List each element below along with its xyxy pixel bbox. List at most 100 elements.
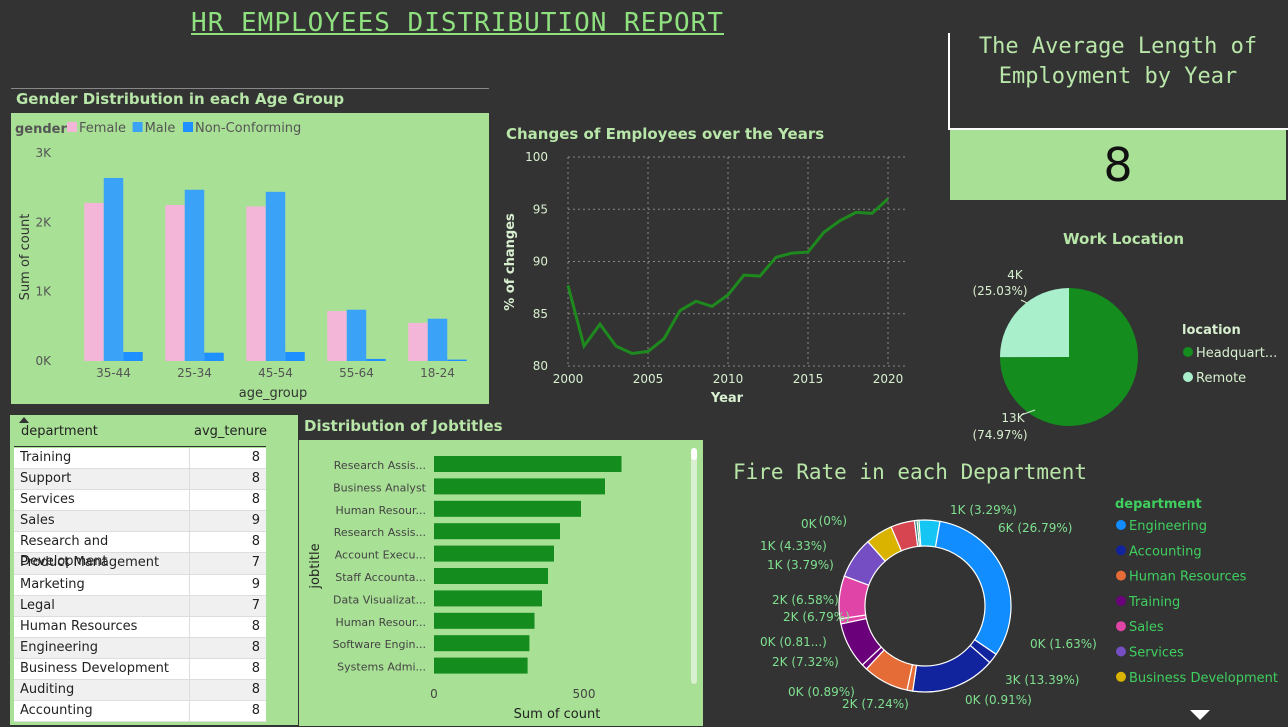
fire-rate-legend-swatch	[1116, 671, 1126, 682]
fire-rate-data-label: 2K (7.24%)	[842, 697, 909, 711]
table-cell-department: Legal	[14, 595, 190, 616]
table-row[interactable]: Business Development 8	[14, 658, 266, 681]
gender-chart-header-line	[11, 88, 489, 89]
gender-distribution-chart: gender Female Male Non-Conforming 0K 1K 2K 3K Su…	[15, 121, 467, 401]
table-row[interactable]: Support 8	[14, 469, 266, 491]
jobtitle-chart-title: Distribution of Jobtitles	[304, 417, 503, 435]
gender-ytick-label: 2K	[35, 215, 52, 229]
jobtitle-scroll-thumb	[691, 448, 697, 460]
fire-rate-data-label: 0K (1.63%)	[1030, 637, 1097, 651]
table-cell-department: Training	[14, 448, 190, 469]
fire-rate-legend-swatch	[1116, 520, 1126, 530]
line-ytick-label: 95	[533, 202, 548, 216]
line-series	[566, 197, 890, 356]
tenure-table-sort-icon[interactable]	[19, 417, 29, 423]
gender-legend-title: gender	[15, 122, 68, 137]
table-cell-tenure: 8	[251, 618, 260, 634]
employee-changes-chart: 80 85 90 95 100 2000 2005 2010 2015 2020 % of chan…	[503, 150, 906, 406]
table-row[interactable]: Accounting 8	[14, 701, 266, 723]
gender-xtick-label: 45-54	[258, 366, 293, 380]
table-row[interactable]: Auditing 8	[14, 680, 266, 702]
fire-rate-legend-label: Business Development	[1129, 671, 1278, 686]
scroll-down-icon[interactable]	[1190, 710, 1210, 720]
avg-tenure-title: The Average Length of Employment by Year	[978, 34, 1258, 89]
tenure-header-line	[14, 446, 266, 447]
fire-rate-legend-title: department	[1115, 497, 1202, 512]
table-row[interactable]: Sales 9	[14, 511, 266, 533]
fire-rate-data-label: 1K (4.33%)	[760, 539, 827, 553]
report-title: HR EMPLOYEES DISTRIBUTION REPORT	[191, 8, 724, 38]
line-xtick-label: 2020	[873, 372, 904, 386]
jobtitle-bar	[434, 456, 622, 472]
jobtitle-ylabel: jobtitle	[308, 543, 323, 589]
table-cell-tenure: 8	[251, 703, 260, 719]
work-location-legend-swatch	[1183, 347, 1193, 357]
table-row[interactable]: Research and Development 8	[14, 532, 266, 569]
table-cell-department: Product Management	[14, 553, 190, 574]
jobtitle-category-label: Business Analyst	[333, 481, 427, 494]
table-row[interactable]: Engineering 8	[14, 637, 266, 659]
gender-bar	[103, 177, 124, 361]
work-location-pct-label: (25.03%)	[972, 284, 1027, 298]
table-cell-tenure: 8	[251, 682, 260, 698]
jobtitle-bar	[434, 612, 535, 629]
avg-tenure-card-line	[948, 128, 1288, 130]
work-location-value-label: 4K	[1007, 268, 1024, 282]
tenure-table: Training 8 Support 8 Services 8 Sales 9 Research…	[14, 448, 266, 723]
tenure-header-department[interactable]: department	[21, 424, 98, 439]
fire-rate-legend-label: Training	[1128, 595, 1180, 610]
fire-rate-data-label: 6K (26.79%)	[998, 521, 1072, 535]
table-row[interactable]: Product Management 7	[14, 553, 266, 575]
table-row[interactable]: Services 8	[14, 490, 266, 512]
fire-rate-data-label: 1K (3.79%)	[767, 558, 834, 572]
gender-ytick-label: 0K	[35, 354, 52, 368]
gender-legend-swatch	[132, 122, 143, 132]
work-location-legend-title: location	[1182, 323, 1241, 338]
table-row[interactable]: Marketing 9	[14, 574, 266, 596]
table-row[interactable]: Legal 7	[14, 595, 266, 617]
line-xlabel: Year	[710, 391, 744, 406]
work-location-legend-swatch	[1183, 372, 1193, 382]
table-row[interactable]: Training 8	[14, 448, 266, 470]
work-location-value-label: 13K	[1001, 411, 1025, 425]
tenure-header-avg[interactable]: avg_tenure	[194, 424, 268, 439]
line-chart-title: Changes of Employees over the Years	[506, 125, 825, 143]
fire-rate-data-label: 1K (3.29%)	[950, 503, 1017, 517]
table-cell-department: Sales	[14, 511, 190, 532]
line-xtick-label: 2000	[553, 372, 584, 386]
gender-xtick-label: 18-24	[420, 366, 455, 380]
jobtitle-bar	[434, 478, 605, 495]
jobtitle-category-label: Software Engin...	[333, 638, 426, 651]
fire-rate-data-label: 0K (0.81...)	[760, 635, 827, 649]
jobtitle-bar	[434, 500, 581, 517]
jobtitle-bar	[434, 657, 528, 674]
gender-legend-label: Male	[145, 121, 176, 136]
table-cell-department: Research and Development	[14, 532, 190, 569]
table-cell-tenure: 8	[251, 534, 260, 550]
fire-rate-slice	[918, 519, 941, 548]
work-location-title: Work Location	[1063, 230, 1185, 248]
fire-rate-legend-swatch	[1116, 570, 1126, 581]
table-cell-department: Auditing	[14, 680, 190, 701]
work-location-legend-label: Headquart...	[1196, 346, 1277, 361]
gender-ylabel: Sum of count	[18, 214, 33, 301]
work-location-slice	[1000, 288, 1069, 358]
gender-bar	[447, 359, 467, 361]
line-xtick-label: 2010	[713, 372, 744, 386]
table-cell-department: Business Development	[14, 658, 190, 680]
jobtitle-category-label: Research Assis...	[334, 459, 426, 472]
gender-bar	[165, 205, 185, 361]
gender-bar	[123, 351, 143, 361]
line-xtick-label: 2005	[633, 372, 664, 386]
gender-xlabel: age_group	[239, 386, 307, 401]
fire-rate-data-label: 3K (13.39%)	[1005, 673, 1079, 687]
fire-rate-data-label: 0K (0.91%)	[965, 693, 1032, 707]
table-row[interactable]: Human Resources 8	[14, 616, 266, 638]
gender-ytick-label: 3K	[35, 146, 52, 160]
fire-rate-chart: 6K (26.79%) 0K (1.63%) 3K (13.39%) 0K (0.91…	[760, 497, 1278, 711]
table-cell-department: Support	[14, 469, 190, 490]
gender-bar	[84, 202, 104, 361]
gender-bar	[204, 352, 224, 361]
jobtitle-bar	[434, 568, 548, 584]
jobtitle-category-label: Staff Accounta...	[335, 571, 426, 584]
